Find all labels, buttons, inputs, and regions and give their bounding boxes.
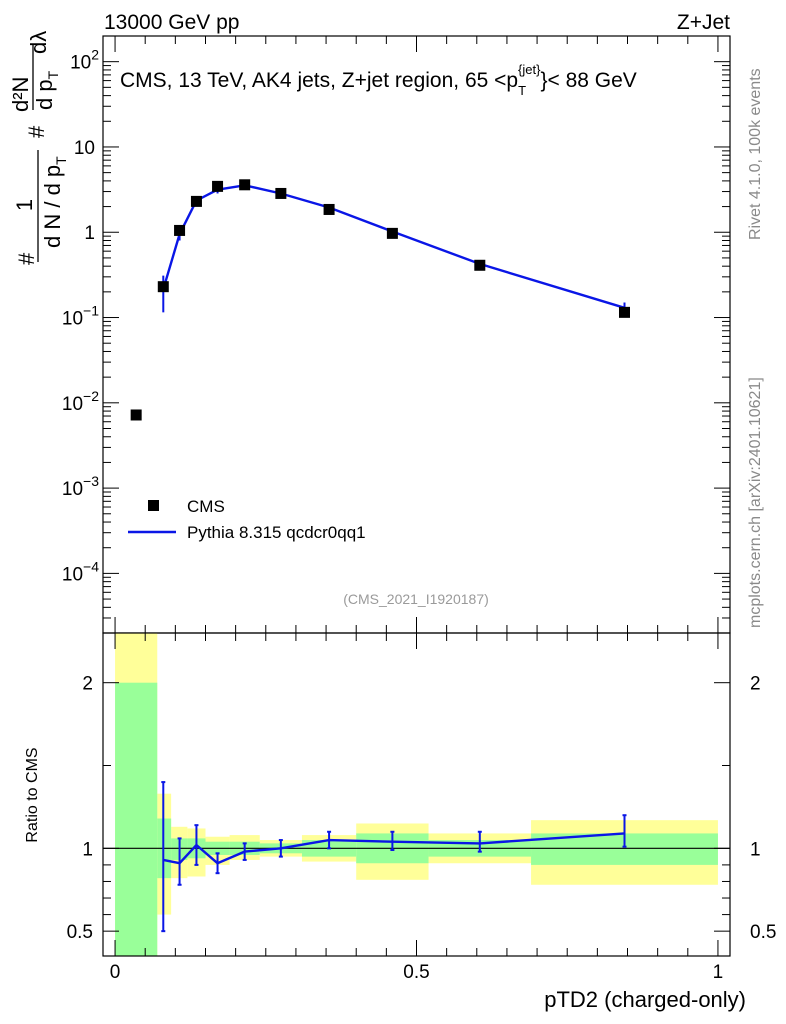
ratio-ytick-label: 0.5 xyxy=(67,922,93,943)
x-axis-label: pTD2 (charged-only) xyxy=(544,987,746,1012)
ratio-frame xyxy=(102,632,731,957)
cms-data-point xyxy=(190,195,202,207)
ratio-ytick-label-right: 2 xyxy=(750,674,761,695)
cms-data-point xyxy=(618,306,630,318)
cms-data-point xyxy=(212,180,224,192)
ratio-ytick-label-right: 0.5 xyxy=(750,922,776,943)
cms-data-point xyxy=(275,187,287,199)
x-tick-label: 0.5 xyxy=(403,962,429,983)
main-ytick-label: 10−1 xyxy=(62,303,99,330)
main-ytick-label: 1 xyxy=(84,223,95,244)
ratio-ytick-label: 1 xyxy=(82,839,93,860)
svg-text:1: 1 xyxy=(12,199,37,211)
ratio-ylabel: Ratio to CMS xyxy=(24,747,41,842)
ratio-panel: 2 2 1 1 0.5 0.5 0 0.5 1 xyxy=(67,633,776,983)
cms-data-point xyxy=(239,179,251,191)
cms-data-point xyxy=(130,409,142,421)
svg-text:d N / d pT: d N / d pT xyxy=(40,156,69,248)
x-tick-label: 1 xyxy=(713,962,724,983)
header-right: Z+Jet xyxy=(677,11,730,34)
svg-text:d²N: d²N xyxy=(8,77,33,112)
x-tick-label: 0 xyxy=(110,962,121,983)
main-ytick-label: 10−3 xyxy=(62,473,99,500)
main-ytick-label: 10−2 xyxy=(62,388,99,415)
analysis-tag: (CMS_2021_I1920187) xyxy=(343,591,489,607)
main-ytick-label: 10−4 xyxy=(62,558,99,585)
ratio-mc-line xyxy=(163,832,625,865)
svg-text:dλ: dλ xyxy=(26,31,51,54)
cms-data-point xyxy=(323,203,335,215)
mcplots-text: mcplots.cern.ch [arXiv:2401.10621] xyxy=(747,377,764,628)
ratio-ytick-label: 2 xyxy=(82,674,93,695)
rivet-version-text: Rivet 4.1.0, 100k events xyxy=(747,68,764,240)
legend-label-cms: CMS xyxy=(187,497,225,516)
svg-text:#: # xyxy=(14,252,39,265)
main-ytick-label: 10 xyxy=(74,138,95,159)
main-title: CMS, 13 TeV, AK4 jets, Z+jet region, 65 … xyxy=(120,62,637,98)
legend: CMS Pythia 8.315 qcdcr0qq1 xyxy=(128,497,366,542)
cms-data-point xyxy=(386,227,398,239)
cms-data-point xyxy=(174,224,186,236)
uncertainty-band-inner xyxy=(115,682,158,956)
cms-data-point xyxy=(474,259,486,271)
main-frame xyxy=(102,35,731,634)
main-panel: 102 10 1 10−1 10−2 10−3 10−4 xyxy=(62,35,730,634)
svg-text:d pT: d pT xyxy=(32,70,61,110)
main-ytick-label: 102 xyxy=(70,47,99,74)
header-left: 13000 GeV pp xyxy=(104,11,239,34)
ratio-ytick-label-right: 1 xyxy=(750,839,761,860)
cms-data-point xyxy=(157,281,169,293)
svg-text:#: # xyxy=(24,125,49,138)
main-ylabel: # 1 d N / d pT # d²N d pT dλ xyxy=(8,31,69,265)
legend-label-pythia: Pythia 8.315 qcdcr0qq1 xyxy=(187,523,366,542)
legend-marker-cms xyxy=(148,500,159,511)
mc-line xyxy=(162,184,625,309)
